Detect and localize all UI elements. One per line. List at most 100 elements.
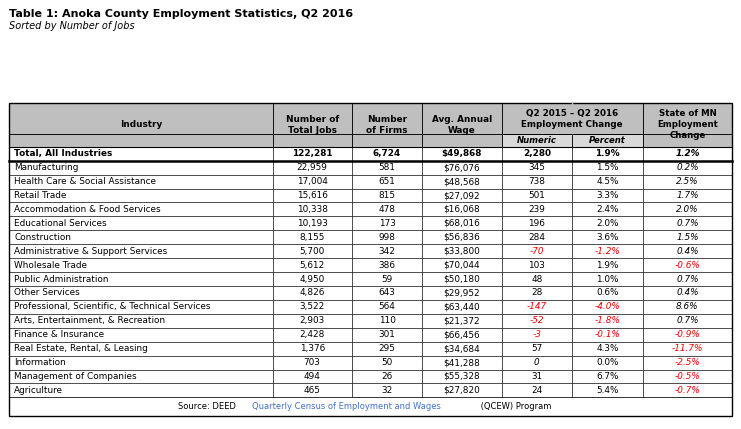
Text: 28: 28 bbox=[531, 288, 542, 297]
Bar bbox=[422, 341, 502, 356]
Text: 26: 26 bbox=[382, 372, 393, 381]
Bar bbox=[572, 230, 642, 244]
Bar bbox=[572, 286, 642, 300]
Bar bbox=[502, 134, 572, 147]
Text: 2,903: 2,903 bbox=[299, 316, 325, 325]
Text: 4.3%: 4.3% bbox=[597, 344, 619, 353]
Text: Finance & Insurance: Finance & Insurance bbox=[14, 330, 104, 339]
Bar bbox=[9, 300, 273, 314]
Bar bbox=[642, 230, 732, 244]
Bar bbox=[572, 258, 642, 272]
Bar bbox=[352, 300, 422, 314]
Bar bbox=[502, 300, 572, 314]
Text: Percent: Percent bbox=[589, 136, 626, 145]
Text: 295: 295 bbox=[379, 344, 396, 353]
Bar bbox=[422, 272, 502, 286]
Text: 1.9%: 1.9% bbox=[597, 260, 619, 269]
Text: (QCEW) Program: (QCEW) Program bbox=[478, 402, 551, 411]
Bar bbox=[502, 369, 572, 384]
Bar bbox=[273, 202, 352, 216]
Text: 32: 32 bbox=[382, 386, 393, 395]
Bar bbox=[9, 384, 273, 397]
Bar bbox=[572, 369, 642, 384]
Text: Avg. Annual
Wage: Avg. Annual Wage bbox=[432, 115, 492, 135]
Text: 59: 59 bbox=[382, 275, 393, 284]
Text: Wholesale Trade: Wholesale Trade bbox=[14, 260, 87, 269]
Text: 0.4%: 0.4% bbox=[677, 247, 699, 256]
Bar bbox=[9, 244, 273, 258]
Bar bbox=[502, 103, 572, 134]
Bar bbox=[422, 202, 502, 216]
Bar bbox=[9, 134, 273, 147]
Text: Information: Information bbox=[14, 358, 66, 367]
Bar bbox=[9, 202, 273, 216]
Text: $48,568: $48,568 bbox=[444, 177, 480, 186]
Text: Industry: Industry bbox=[119, 121, 162, 130]
Text: Construction: Construction bbox=[14, 233, 71, 242]
Bar bbox=[642, 314, 732, 328]
Bar bbox=[502, 286, 572, 300]
Bar bbox=[572, 341, 642, 356]
Bar bbox=[572, 272, 642, 286]
Bar bbox=[422, 216, 502, 230]
Text: 239: 239 bbox=[528, 205, 545, 214]
Text: -147: -147 bbox=[527, 302, 547, 311]
Bar bbox=[572, 189, 642, 202]
Text: $56,836: $56,836 bbox=[444, 233, 480, 242]
Bar bbox=[502, 356, 572, 369]
Bar bbox=[572, 134, 642, 147]
Text: $27,820: $27,820 bbox=[444, 386, 480, 395]
Text: 1.0%: 1.0% bbox=[597, 275, 619, 284]
Bar bbox=[9, 175, 273, 189]
Bar bbox=[273, 103, 352, 134]
Bar bbox=[572, 314, 642, 328]
Bar bbox=[273, 258, 352, 272]
Bar bbox=[642, 244, 732, 258]
Text: 342: 342 bbox=[379, 247, 396, 256]
Bar bbox=[9, 103, 273, 134]
Bar bbox=[9, 397, 732, 416]
Bar bbox=[273, 384, 352, 397]
Text: -1.8%: -1.8% bbox=[594, 316, 620, 325]
Text: $63,440: $63,440 bbox=[444, 302, 480, 311]
Bar bbox=[273, 230, 352, 244]
Bar bbox=[502, 272, 572, 286]
Bar bbox=[572, 147, 642, 161]
Bar bbox=[422, 244, 502, 258]
Bar bbox=[9, 356, 273, 369]
Bar bbox=[9, 161, 273, 175]
Bar bbox=[273, 328, 352, 341]
Text: $21,372: $21,372 bbox=[444, 316, 480, 325]
Text: $70,044: $70,044 bbox=[444, 260, 480, 269]
Bar bbox=[572, 328, 642, 341]
Bar bbox=[502, 161, 572, 175]
Text: 0.4%: 0.4% bbox=[677, 288, 699, 297]
Text: 501: 501 bbox=[528, 191, 545, 200]
Text: Agriculture: Agriculture bbox=[14, 386, 63, 395]
Bar bbox=[642, 272, 732, 286]
Bar bbox=[352, 341, 422, 356]
Bar bbox=[273, 244, 352, 258]
Text: $49,868: $49,868 bbox=[442, 149, 482, 158]
Text: Management of Companies: Management of Companies bbox=[14, 372, 136, 381]
Bar bbox=[422, 286, 502, 300]
Bar bbox=[352, 314, 422, 328]
Bar bbox=[502, 216, 572, 230]
Text: 998: 998 bbox=[379, 233, 396, 242]
Bar bbox=[642, 356, 732, 369]
Bar bbox=[422, 175, 502, 189]
Text: $41,288: $41,288 bbox=[444, 358, 480, 367]
Bar bbox=[352, 244, 422, 258]
Bar bbox=[642, 258, 732, 272]
Bar bbox=[273, 356, 352, 369]
Bar bbox=[9, 314, 273, 328]
Text: 738: 738 bbox=[528, 177, 545, 186]
Text: Real Estate, Rental, & Leasing: Real Estate, Rental, & Leasing bbox=[14, 344, 147, 353]
Text: 0.7%: 0.7% bbox=[677, 219, 699, 228]
Bar bbox=[352, 286, 422, 300]
Bar bbox=[572, 161, 642, 175]
Bar bbox=[642, 202, 732, 216]
Text: Total, All Industries: Total, All Industries bbox=[14, 149, 113, 158]
Bar bbox=[502, 328, 572, 341]
Text: Arts, Entertainment, & Recreation: Arts, Entertainment, & Recreation bbox=[14, 316, 165, 325]
